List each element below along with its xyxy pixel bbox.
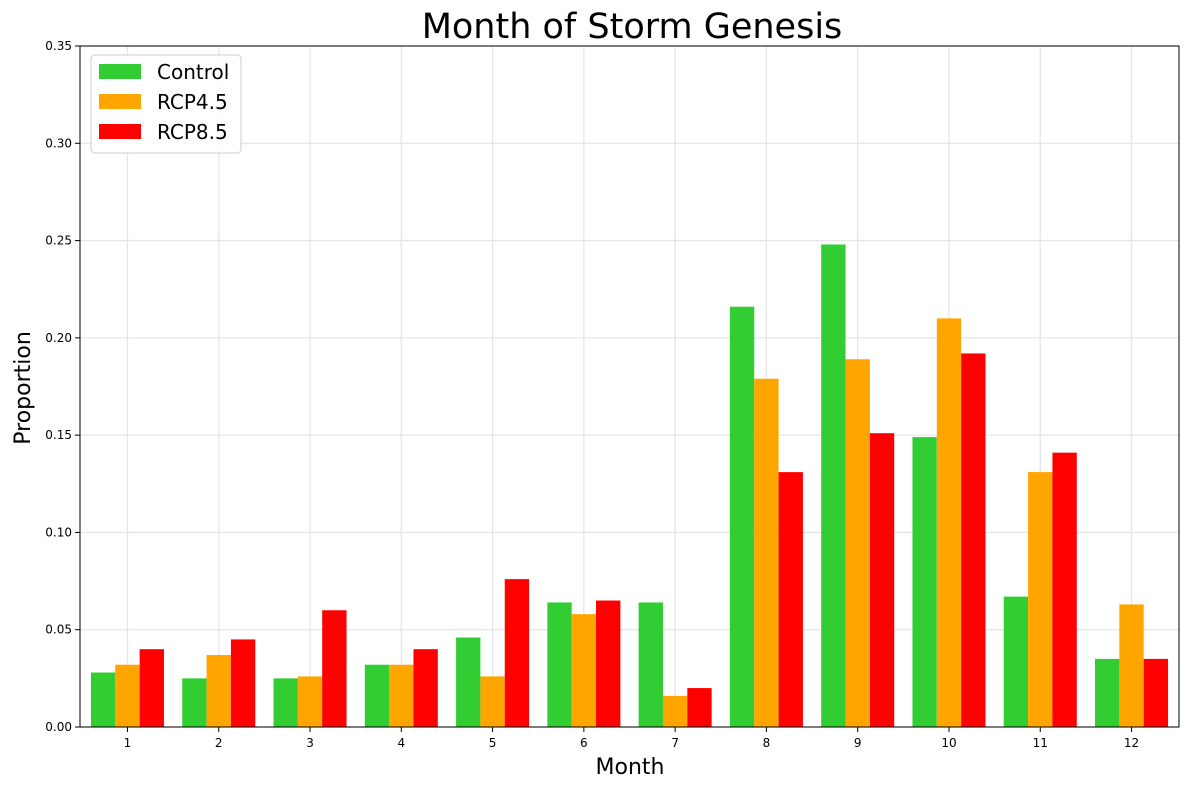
y-tick-label: 0.15 xyxy=(45,428,72,442)
bar-control xyxy=(638,602,663,727)
legend: Control RCP4.5 RCP8.5 xyxy=(90,54,242,154)
bar-rcp8-5 xyxy=(322,610,347,727)
x-tick-label: 2 xyxy=(215,736,223,750)
bar-control xyxy=(273,678,298,727)
bar-rcp4-5 xyxy=(571,614,597,727)
x-tick-label: 8 xyxy=(763,736,771,750)
plot-frame xyxy=(79,45,1180,728)
bar-control xyxy=(364,664,390,727)
bar-rcp8-5 xyxy=(961,353,986,727)
bar-rcp8-5 xyxy=(778,472,803,727)
y-tick-label: 0.35 xyxy=(45,39,72,53)
bar-rcp8-5 xyxy=(687,688,712,727)
x-tick-label: 7 xyxy=(671,736,679,750)
y-tick-label: 0.05 xyxy=(45,623,72,637)
bar-rcp8-5 xyxy=(596,600,621,727)
legend-label: Control xyxy=(157,60,229,84)
bar-rcp4-5 xyxy=(662,695,688,727)
chart-title: Month of Storm Genesis xyxy=(422,7,843,47)
bar-rcp4-5 xyxy=(206,655,231,727)
bar-control xyxy=(182,678,207,727)
bar-control xyxy=(1003,596,1029,727)
bar-rcp8-5 xyxy=(504,579,530,727)
bar-control xyxy=(912,437,937,727)
bar-control xyxy=(821,244,846,727)
bar-rcp8-5 xyxy=(869,433,895,727)
bars xyxy=(90,244,1169,727)
x-tick-label: 10 xyxy=(941,736,956,750)
x-tick-label: 11 xyxy=(1033,736,1048,750)
y-tick-label: 0.20 xyxy=(45,331,72,345)
bar-control xyxy=(1095,658,1120,727)
bar-control xyxy=(456,637,481,727)
y-axis-label: Proportion xyxy=(11,331,36,445)
bar-rcp4-5 xyxy=(297,676,323,727)
bar-rcp4-5 xyxy=(754,378,779,727)
bar-control xyxy=(90,672,116,727)
bar-rcp4-5 xyxy=(115,664,140,727)
bar-rcp8-5 xyxy=(139,649,164,727)
bar-rcp4-5 xyxy=(1028,472,1053,727)
bar-rcp4-5 xyxy=(845,359,870,727)
legend-swatch-rcp4-5 xyxy=(99,94,141,109)
bar-rcp4-5 xyxy=(480,676,505,727)
x-tick-label: 12 xyxy=(1124,736,1139,750)
x-tick-label: 3 xyxy=(306,736,314,750)
bar-control xyxy=(729,306,755,727)
x-tick-label: 4 xyxy=(397,736,405,750)
bar-rcp4-5 xyxy=(389,664,414,727)
legend-swatch-control xyxy=(99,64,141,79)
x-tick-label: 1 xyxy=(124,736,132,750)
x-ticks: 1 2 3 4 5 6 7 8 9 10 11 12 xyxy=(124,727,1139,750)
x-axis-label: Month xyxy=(596,755,665,780)
x-tick-label: 6 xyxy=(580,736,588,750)
bar-rcp4-5 xyxy=(1119,604,1144,727)
bar-rcp8-5 xyxy=(413,649,438,727)
bar-rcp4-5 xyxy=(936,318,962,727)
x-tick-label: 5 xyxy=(489,736,497,750)
y-tick-label: 0.00 xyxy=(45,720,72,734)
bar-rcp8-5 xyxy=(1143,658,1169,727)
y-tick-label: 0.30 xyxy=(45,136,72,150)
legend-swatch-rcp8-5 xyxy=(99,124,141,139)
bar-rcp8-5 xyxy=(230,639,256,727)
bar-control xyxy=(547,602,572,727)
y-tick-label: 0.10 xyxy=(45,525,72,539)
x-tick-label: 9 xyxy=(854,736,862,750)
legend-label: RCP4.5 xyxy=(157,90,228,114)
bar-rcp8-5 xyxy=(1052,452,1077,727)
legend-label: RCP8.5 xyxy=(157,120,228,144)
y-tick-label: 0.25 xyxy=(45,234,72,248)
y-ticks: 0.00 0.05 0.10 0.15 0.20 0.25 0.30 0.35 xyxy=(45,39,80,734)
